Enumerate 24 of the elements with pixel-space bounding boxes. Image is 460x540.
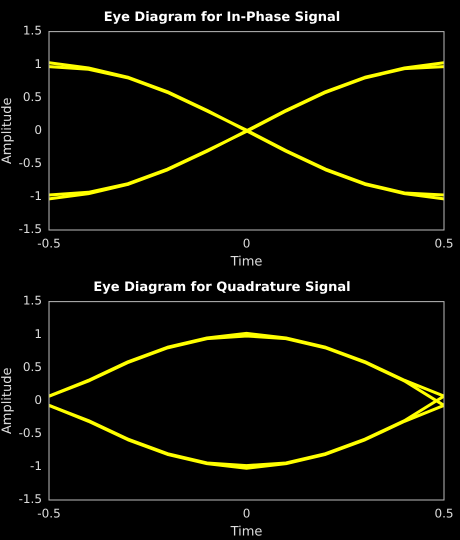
x-axis-title: Time — [230, 254, 262, 270]
y-tick-label: -0.5 — [18, 426, 42, 440]
y-tick-label: 0 — [34, 392, 42, 407]
y-axis-title: Amplitude — [0, 97, 16, 164]
y-axis-title: Amplitude — [0, 367, 16, 434]
chart-title: Eye Diagram for Quadrature Signal — [93, 280, 351, 296]
y-tick-label: -0.5 — [18, 156, 42, 170]
y-tick-label: 0 — [34, 122, 42, 137]
y-tick-label: 1 — [34, 56, 42, 71]
y-tick-label: 0.5 — [22, 360, 42, 374]
chart-title: Eye Diagram for In-Phase Signal — [104, 10, 340, 26]
x-tick-label: 0 — [242, 506, 250, 520]
y-tick-label: 0.5 — [22, 90, 42, 104]
x-tick-label: 0.5 — [434, 506, 454, 520]
y-tick-label: 1 — [34, 326, 42, 341]
y-tick-label: 1.5 — [22, 294, 42, 308]
y-tick-label: -1 — [30, 459, 42, 474]
y-tick-label: 1.5 — [22, 24, 42, 38]
y-tick-label: -1.5 — [18, 222, 42, 236]
y-tick-label: -1.5 — [18, 492, 42, 506]
x-tick-label: 0 — [242, 236, 250, 250]
y-tick-label: -1 — [30, 189, 42, 204]
x-axis-title: Time — [230, 524, 262, 540]
x-tick-label: 0.5 — [434, 236, 454, 250]
